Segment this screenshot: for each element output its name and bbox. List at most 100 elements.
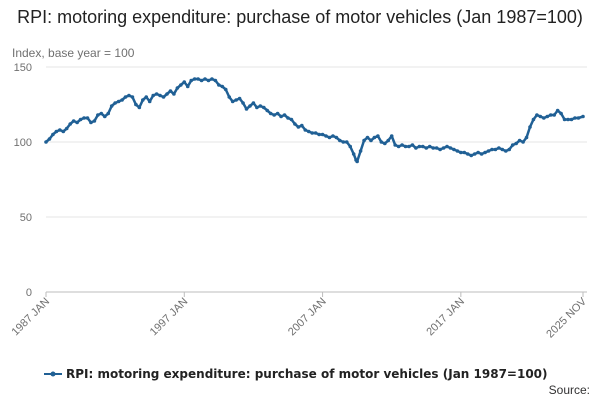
data-point: [64, 126, 69, 131]
data-point: [58, 128, 62, 132]
data-point: [383, 141, 387, 146]
data-point: [493, 147, 498, 152]
data-point: [306, 129, 311, 134]
data-point: [566, 117, 570, 122]
data-point: [217, 83, 221, 87]
data-point: [47, 137, 52, 141]
data-point: [355, 159, 359, 164]
data-point: [452, 147, 456, 152]
data-point: [313, 131, 318, 135]
data-point: [85, 116, 90, 120]
data-point: [462, 150, 467, 155]
data-point: [545, 114, 550, 119]
data-point: [244, 107, 249, 111]
data-point: [465, 152, 470, 156]
y-axis-unit-label: Index, base year = 100: [12, 46, 135, 60]
data-point: [396, 144, 401, 149]
data-point: [535, 113, 539, 117]
data-point: [417, 144, 422, 149]
data-point: [206, 78, 211, 83]
data-point: [389, 134, 394, 138]
data-point: [334, 135, 339, 140]
data-point: [68, 122, 72, 126]
data-point: [569, 117, 574, 122]
data-point: [109, 104, 114, 108]
data-point: [182, 80, 187, 84]
data-point: [189, 78, 193, 83]
data-point: [310, 131, 315, 135]
chart-title: RPI: motoring expenditure: purchase of m…: [17, 7, 583, 27]
data-point: [158, 93, 162, 98]
x-tick-label: 2007 JAN: [286, 296, 329, 339]
data-point: [82, 116, 86, 120]
data-point: [548, 113, 553, 117]
data-point: [210, 77, 214, 81]
data-point: [331, 134, 335, 138]
data-point: [179, 83, 183, 87]
data-point: [424, 146, 429, 150]
data-point: [562, 117, 567, 122]
data-point: [324, 134, 328, 138]
data-point: [414, 146, 418, 150]
data-point: [127, 93, 131, 98]
data-point: [272, 113, 276, 117]
axes: 0 50 100 150 1987 JAN 1997 JAN 2007 JAN 2017 JA…: [9, 62, 589, 340]
data-point: [514, 141, 518, 146]
data-point: [531, 117, 536, 122]
data-point: [327, 135, 332, 140]
y-tick-label: 150: [14, 62, 32, 74]
x-tick-label: 2017 JAN: [424, 296, 467, 339]
data-point: [293, 122, 297, 126]
y-tick-label: 0: [26, 287, 32, 299]
data-point: [116, 99, 121, 104]
data-point: [317, 132, 321, 137]
data-point: [403, 144, 408, 149]
data-point: [106, 111, 111, 116]
data-point: [407, 144, 411, 149]
data-point: [92, 119, 97, 123]
data-point: [538, 114, 543, 119]
data-point: [379, 140, 384, 144]
data-point: [372, 135, 377, 140]
data-point: [237, 96, 242, 101]
data-point: [89, 120, 93, 125]
data-point: [141, 98, 145, 102]
data-point: [303, 128, 308, 132]
gridlines: [46, 66, 587, 293]
data-point: [154, 92, 159, 96]
data-point: [524, 135, 529, 140]
data-point: [517, 138, 522, 143]
data-point: [258, 104, 263, 108]
data-point: [168, 89, 173, 93]
data-point: [262, 105, 266, 110]
x-tick-label: 2025 NOV: [544, 295, 589, 340]
data-point: [248, 104, 252, 108]
y-tick-label: 50: [20, 212, 32, 224]
data-point: [99, 111, 104, 116]
data-point: [393, 143, 397, 147]
data-point: [213, 78, 218, 83]
data-point: [78, 117, 83, 122]
data-point: [581, 114, 585, 119]
data-point: [469, 153, 474, 158]
data-point: [441, 146, 446, 150]
data-point: [223, 87, 228, 92]
data-point: [573, 116, 577, 120]
data-point: [338, 138, 342, 143]
data-point: [44, 140, 48, 144]
data-point: [61, 129, 66, 134]
data-point: [120, 98, 124, 102]
data-point: [507, 147, 512, 152]
data-point: [289, 117, 294, 122]
data-point: [251, 101, 256, 105]
data-point: [161, 95, 166, 99]
data-point: [445, 144, 449, 149]
data-point: [490, 147, 494, 152]
data-point: [275, 111, 280, 116]
data-point: [459, 150, 463, 155]
data-point: [376, 134, 380, 138]
x-tick-label: 1987 JAN: [9, 296, 52, 339]
data-point: [279, 114, 283, 119]
data-point: [344, 140, 349, 144]
